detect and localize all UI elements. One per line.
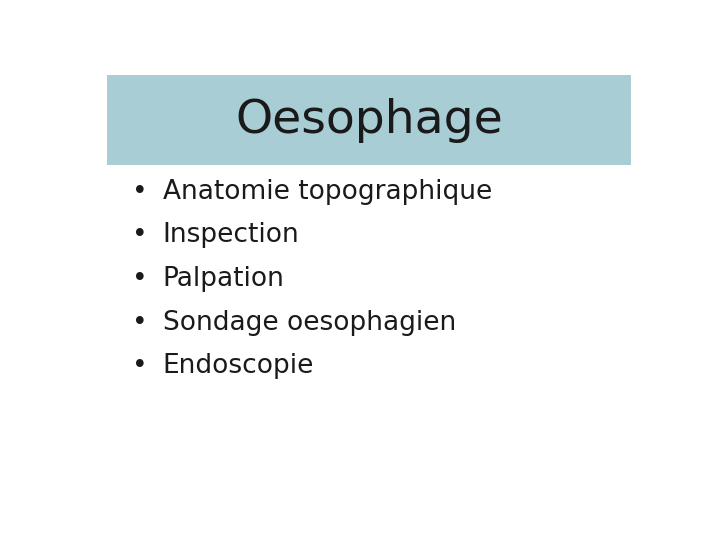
Text: •: • <box>132 353 148 379</box>
Text: •: • <box>132 222 148 248</box>
Text: Palpation: Palpation <box>163 266 284 292</box>
Text: Inspection: Inspection <box>163 222 300 248</box>
Text: Anatomie topographique: Anatomie topographique <box>163 179 492 205</box>
Text: •: • <box>132 179 148 205</box>
Text: Endoscopie: Endoscopie <box>163 353 314 379</box>
Text: •: • <box>132 309 148 335</box>
Text: •: • <box>132 266 148 292</box>
Text: Sondage oesophagien: Sondage oesophagien <box>163 309 456 335</box>
Text: Oesophage: Oesophage <box>235 98 503 143</box>
FancyBboxPatch shape <box>107 75 631 165</box>
